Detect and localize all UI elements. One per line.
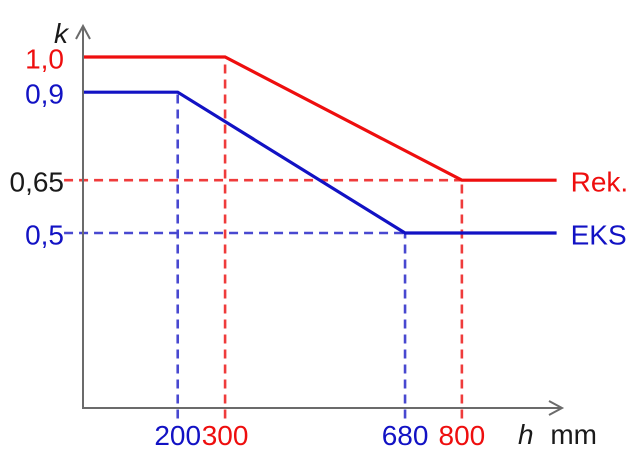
x-tick-800: 800 — [439, 420, 486, 451]
y-axis-arrow-icon — [75, 23, 91, 40]
x-tick-680: 680 — [382, 420, 429, 451]
series-labels: Rek. EKS — [571, 167, 629, 251]
y-tick-0_5: 0,5 — [25, 220, 64, 251]
x-tick-200: 200 — [154, 420, 201, 451]
x-axis-label: h mm — [518, 419, 597, 450]
x-axis-label-variable: h — [518, 419, 534, 450]
guide-lines — [64, 57, 464, 419]
x-tick-labels: 200 300 680 800 — [154, 420, 485, 451]
series-line-eks — [83, 90, 557, 235]
series-label-rek: Rek. — [571, 167, 629, 198]
x-axis-label-unit: mm — [550, 419, 597, 450]
y-tick-0_9: 0,9 — [25, 79, 64, 110]
series-label-eks: EKS — [571, 220, 627, 251]
y-tick-0_65: 0,65 — [10, 167, 65, 198]
series-lines — [83, 55, 557, 235]
y-tick-1: 1,0 — [25, 44, 64, 75]
y-tick-labels: 1,0 0,9 0,65 0,5 — [10, 44, 65, 251]
series-line-rek — [83, 55, 557, 182]
x-tick-300: 300 — [202, 420, 249, 451]
y-axis-label: k — [54, 18, 70, 49]
x-axis-arrow-icon — [548, 400, 565, 416]
